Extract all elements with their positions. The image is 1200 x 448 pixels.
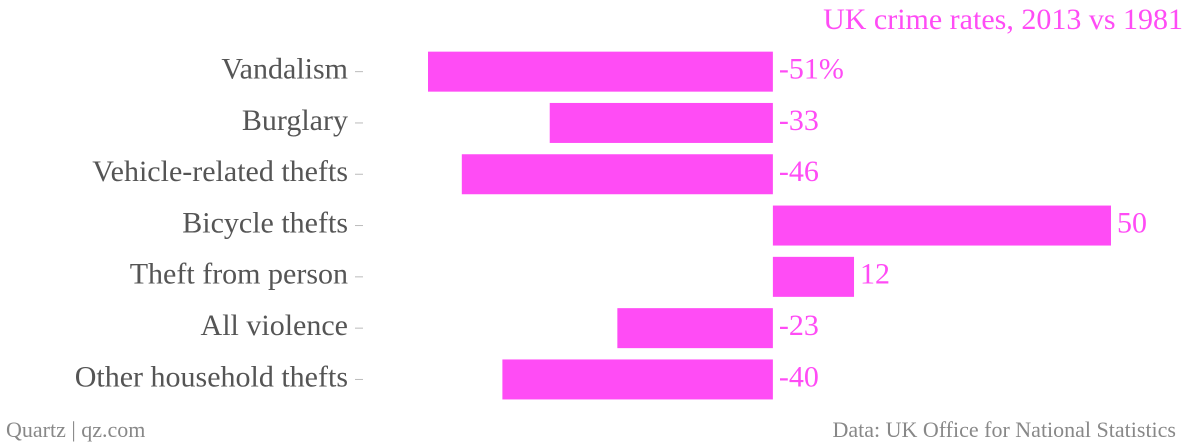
bar [461, 154, 773, 195]
y-tick-label: Other household thefts [75, 360, 348, 393]
data-label: 50 [1117, 206, 1147, 239]
data-label: -33 [779, 104, 819, 137]
data-label: -46 [779, 155, 819, 188]
bar [772, 256, 855, 297]
data-label: -51% [779, 53, 844, 86]
data-label: -23 [779, 309, 819, 342]
source: Data: UK Office for National Statistics [832, 417, 1176, 442]
y-tick-label: Bicycle thefts [182, 206, 348, 239]
y-tick-label: Theft from person [130, 258, 348, 291]
bar [502, 359, 773, 400]
bar [549, 102, 773, 143]
y-tick-label: Burglary [242, 104, 348, 137]
credit: Quartz | qz.com [6, 417, 145, 442]
bar [772, 205, 1111, 246]
y-tick-label: Vandalism [221, 53, 348, 86]
bar [617, 308, 773, 349]
y-tick-label: Vehicle-related thefts [92, 155, 348, 188]
bar [428, 51, 773, 92]
data-label: 12 [860, 258, 890, 291]
data-label: -40 [779, 360, 819, 393]
chart-title: UK crime rates, 2013 vs 1981 [823, 3, 1183, 36]
y-tick-label: All violence [201, 309, 348, 342]
